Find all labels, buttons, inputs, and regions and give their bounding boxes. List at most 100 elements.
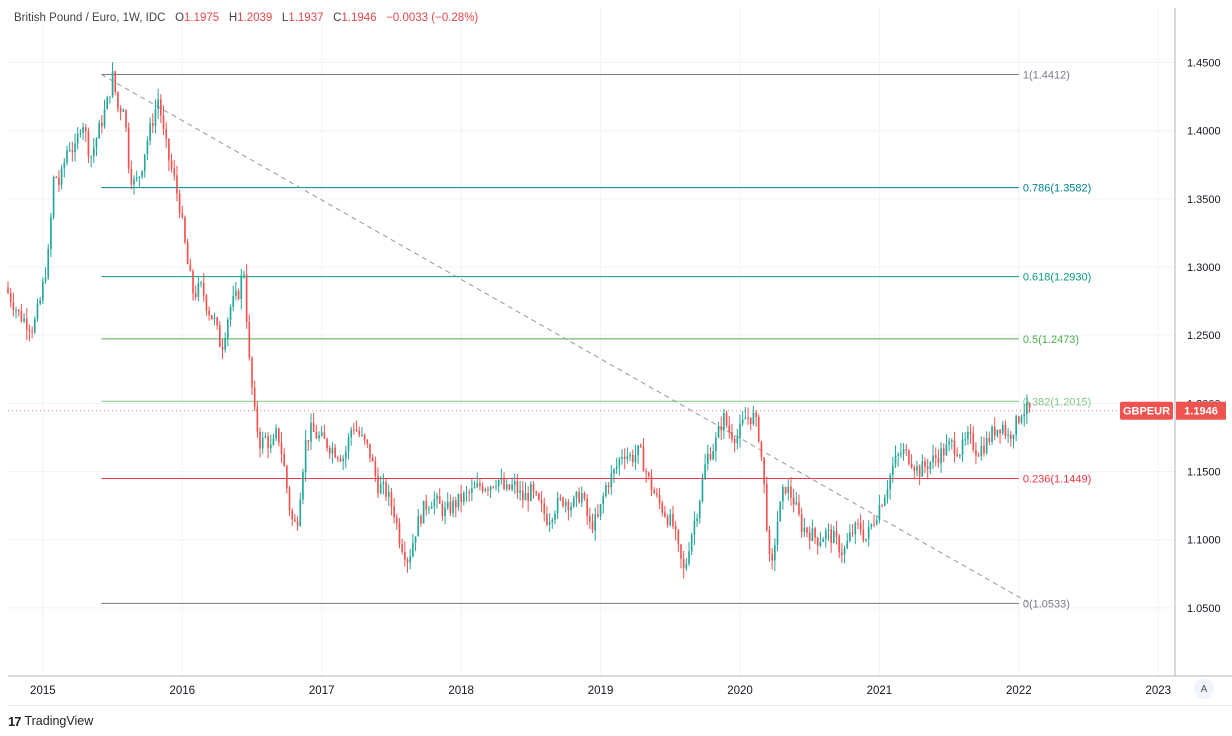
candle-body xyxy=(521,490,524,501)
candle-body xyxy=(379,484,382,494)
candle-body xyxy=(216,317,218,326)
candle-body xyxy=(288,488,291,511)
candle-body xyxy=(602,496,605,505)
auto-scale-button[interactable]: A xyxy=(1194,679,1214,699)
candle-body xyxy=(594,514,597,531)
candle-body xyxy=(1009,434,1012,439)
candle-body xyxy=(197,283,200,297)
candle-body xyxy=(891,465,894,476)
candle-body xyxy=(390,492,393,507)
candle-body xyxy=(302,471,304,500)
candle-body xyxy=(240,275,243,299)
x-tick-label: 2023 xyxy=(1145,685,1171,697)
chart-svg[interactable]: 1.45001.40001.35001.30001.25001.20001.15… xyxy=(0,0,1232,707)
candle-body xyxy=(1007,434,1009,436)
candle-body xyxy=(706,453,709,465)
candle-body xyxy=(28,329,31,331)
candle-body xyxy=(677,530,680,545)
high-value: 1.2039 xyxy=(237,12,273,24)
candle-body xyxy=(999,429,1001,434)
candle-body xyxy=(194,293,197,297)
candle-body xyxy=(261,437,264,449)
candle-body xyxy=(31,330,33,333)
candle-body xyxy=(181,213,184,218)
candle-body xyxy=(572,497,575,507)
candle-body xyxy=(704,464,706,480)
candle-body xyxy=(353,429,355,431)
candle-body xyxy=(382,482,385,485)
fib-level-label: 0.236(1.1449) xyxy=(1023,473,1092,485)
candle-body xyxy=(846,540,849,549)
candle-body xyxy=(259,431,261,449)
candle-body xyxy=(760,441,763,458)
candle-body xyxy=(690,534,693,552)
candle-body xyxy=(331,447,334,454)
candle-body xyxy=(117,91,119,109)
fib-level-label: 0.618(1.2930) xyxy=(1023,272,1092,284)
candle-body xyxy=(205,295,208,311)
candle-body xyxy=(650,475,653,491)
candle-body xyxy=(886,489,889,498)
candle-body xyxy=(393,506,395,518)
candle-body xyxy=(232,295,235,307)
candle-body xyxy=(556,497,559,514)
candle-body xyxy=(653,490,656,494)
candle-body xyxy=(827,529,830,531)
candle-body xyxy=(908,450,910,464)
candle-body xyxy=(554,513,556,520)
candle-body xyxy=(631,454,634,463)
candle-body xyxy=(428,508,430,510)
candle-body xyxy=(959,455,961,457)
candle-body xyxy=(859,523,862,530)
candle-body xyxy=(449,502,452,513)
x-tick-label: 2019 xyxy=(588,685,614,697)
symbol-tag-label: GBPEUR xyxy=(1123,406,1170,418)
candle-body xyxy=(277,428,280,443)
candle-body xyxy=(186,242,189,265)
candle-body xyxy=(953,440,956,455)
high-label: H xyxy=(228,12,238,24)
candle-body xyxy=(446,502,449,508)
fib-level-label: 0.5(1.2473) xyxy=(1023,334,1079,346)
candle-body xyxy=(403,551,406,560)
candle-body xyxy=(562,497,564,507)
candle-body xyxy=(615,466,618,470)
candle-body xyxy=(567,501,570,511)
candle-body xyxy=(377,476,379,494)
candle-body xyxy=(669,513,672,525)
candle-body xyxy=(23,318,25,322)
candle-body xyxy=(235,290,237,296)
candle-body xyxy=(765,483,768,530)
candle-body xyxy=(109,96,111,98)
fib-trend-line xyxy=(101,74,1031,604)
candle-body xyxy=(417,516,420,537)
candle-body xyxy=(733,438,736,444)
candle-body xyxy=(468,492,471,494)
candle-body xyxy=(656,493,658,496)
candle-body xyxy=(988,437,991,442)
candle-body xyxy=(795,502,798,505)
candle-body xyxy=(17,309,20,312)
candle-body xyxy=(739,423,741,438)
candle-body xyxy=(712,451,715,460)
fib-retracement[interactable]: 1(1.4412) 0.786(1.3582) 0.618(1.2930) 0.5(1… xyxy=(101,70,1091,611)
candle-body xyxy=(350,429,353,438)
candle-body xyxy=(658,495,661,504)
candle-body xyxy=(272,438,275,445)
candle-body xyxy=(623,456,626,460)
candle-body xyxy=(55,176,58,178)
candle-body xyxy=(462,492,465,502)
candle-body xyxy=(843,548,846,555)
candle-body xyxy=(551,519,554,523)
candle-body xyxy=(921,461,924,477)
y-tick-label: 1.1000 xyxy=(1187,535,1221,547)
candle-body xyxy=(980,445,983,457)
candle-body xyxy=(833,530,835,544)
candle-body xyxy=(218,325,221,348)
tradingview-footer[interactable]: 17 TradingView xyxy=(8,712,93,730)
x-tick-label: 2017 xyxy=(309,685,335,697)
candle-body xyxy=(315,431,318,439)
candle-body xyxy=(956,454,959,457)
candle-body xyxy=(808,532,811,541)
candle-body xyxy=(816,537,819,546)
